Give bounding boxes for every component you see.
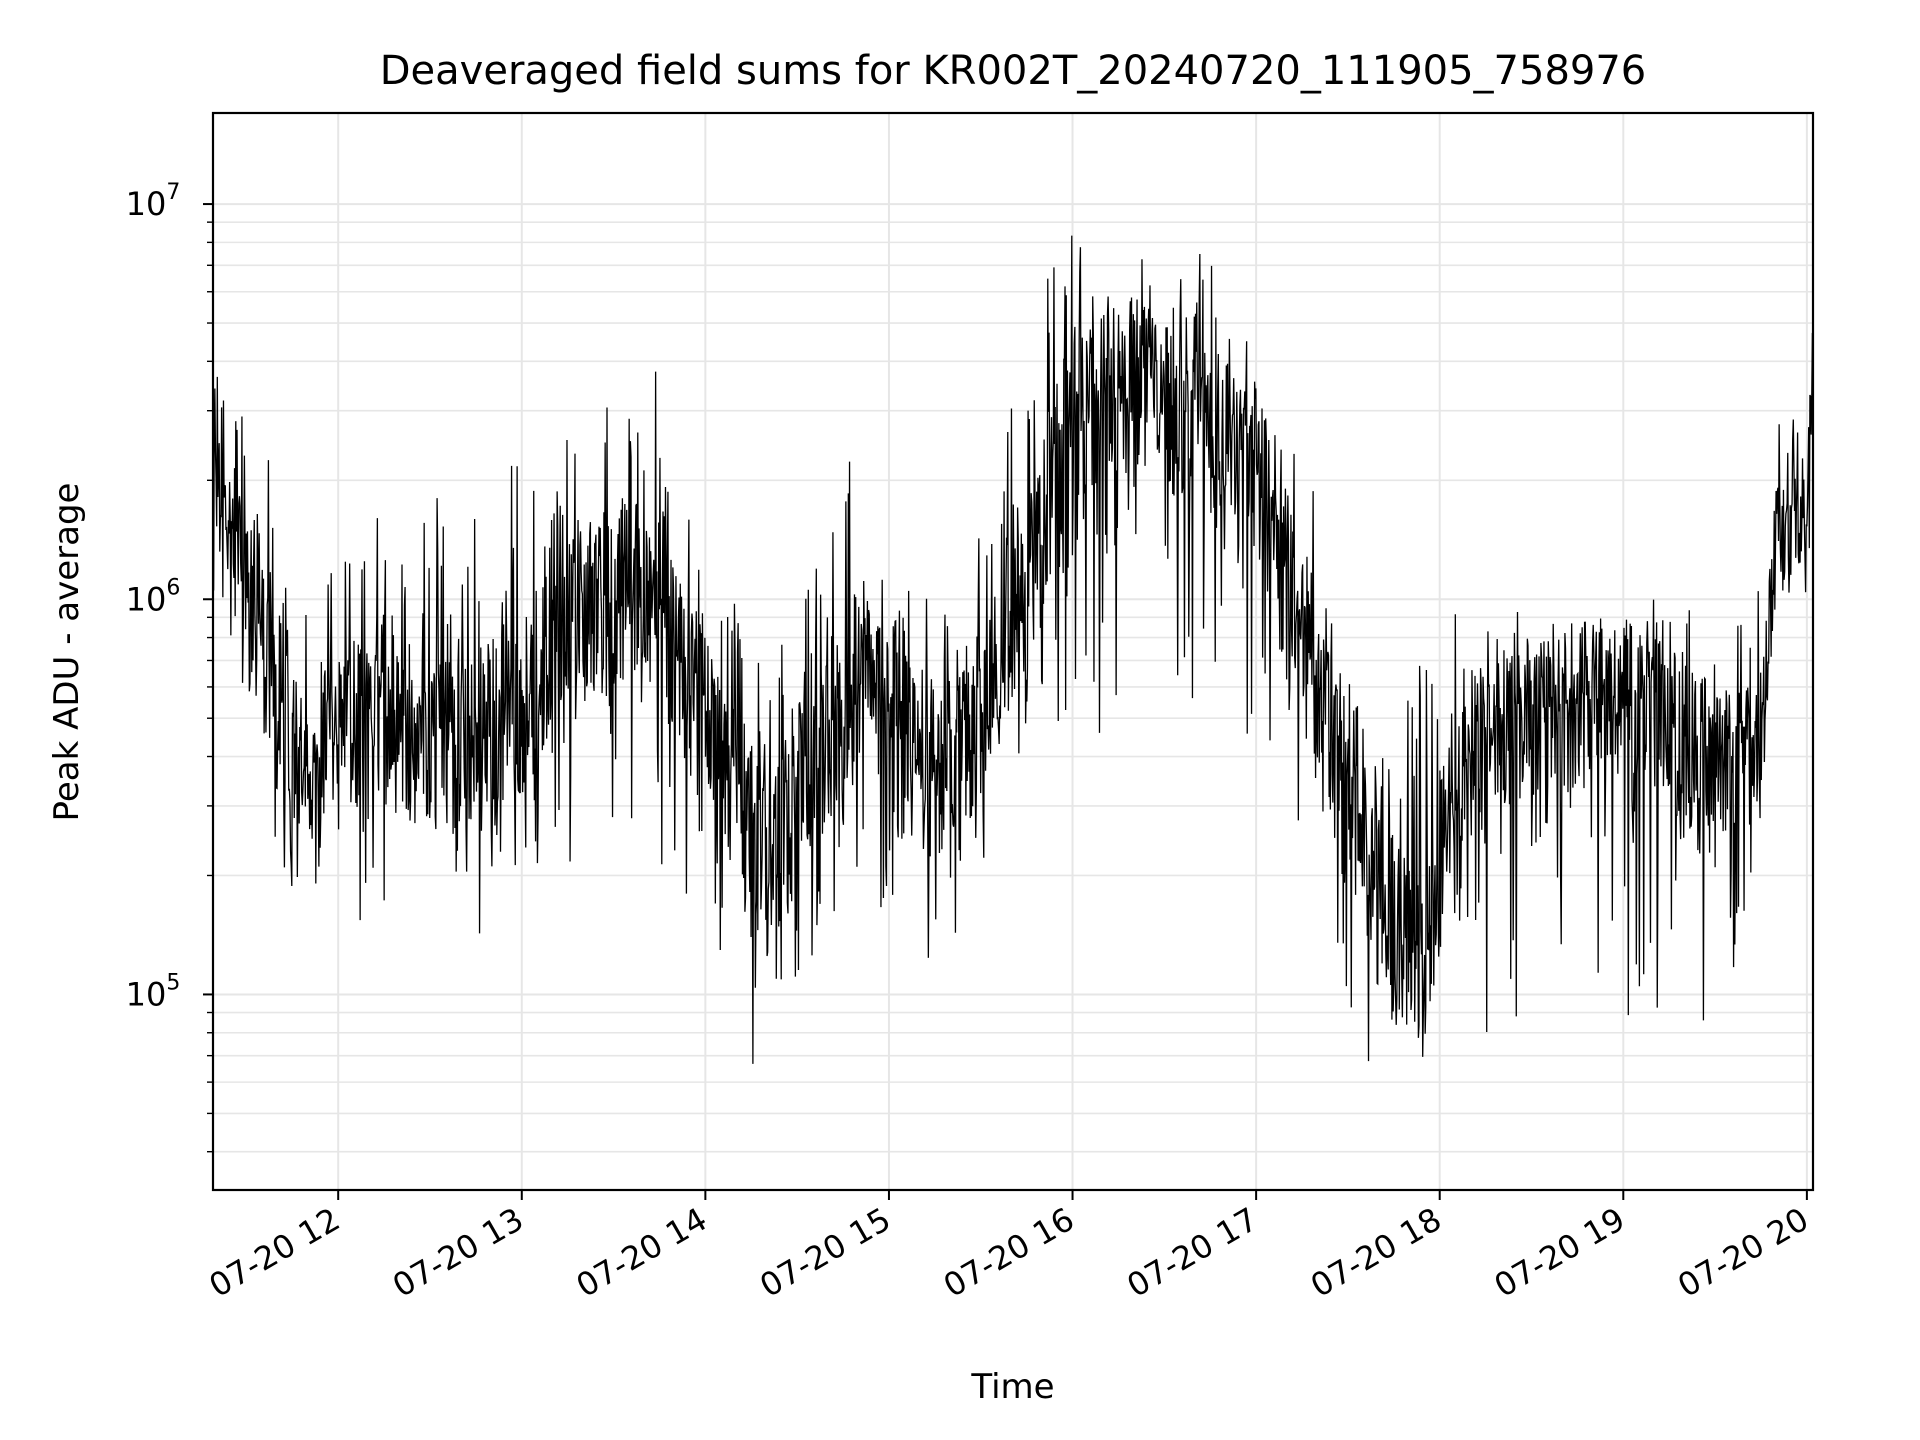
x-tick-label: 07-20 17 [1121,1200,1265,1305]
x-tick-label: 07-20 18 [1304,1200,1448,1305]
plot-frame [211,111,1815,1192]
x-tick-label: 07-20 19 [1488,1200,1632,1305]
x-tick-label: 07-20 16 [937,1200,1081,1305]
y-tick-label: 107 [126,180,181,223]
y-axis-label: Peak ADU - average [47,483,87,822]
x-axis-label: Time [970,1367,1054,1407]
x-axis: 07-20 12 07-20 13 07-20 14 07-20 15 07-20 16… [203,1190,1815,1305]
y-tick-label: 106 [126,575,181,618]
chart-title: Deaveraged field sums for KR002T_2024072… [380,48,1647,94]
x-tick-label: 07-20 13 [386,1200,530,1305]
y-tick-label: 105 [126,970,181,1013]
x-tick-label: 07-20 12 [203,1200,347,1305]
x-tick-label: 07-20 15 [753,1200,897,1305]
series-line [213,235,1813,1064]
x-tick-label: 07-20 14 [570,1200,714,1305]
data-series [213,235,1813,1064]
x-tick-label: 07-20 20 [1671,1200,1815,1305]
y-axis: 105 106 107 [126,180,213,1153]
